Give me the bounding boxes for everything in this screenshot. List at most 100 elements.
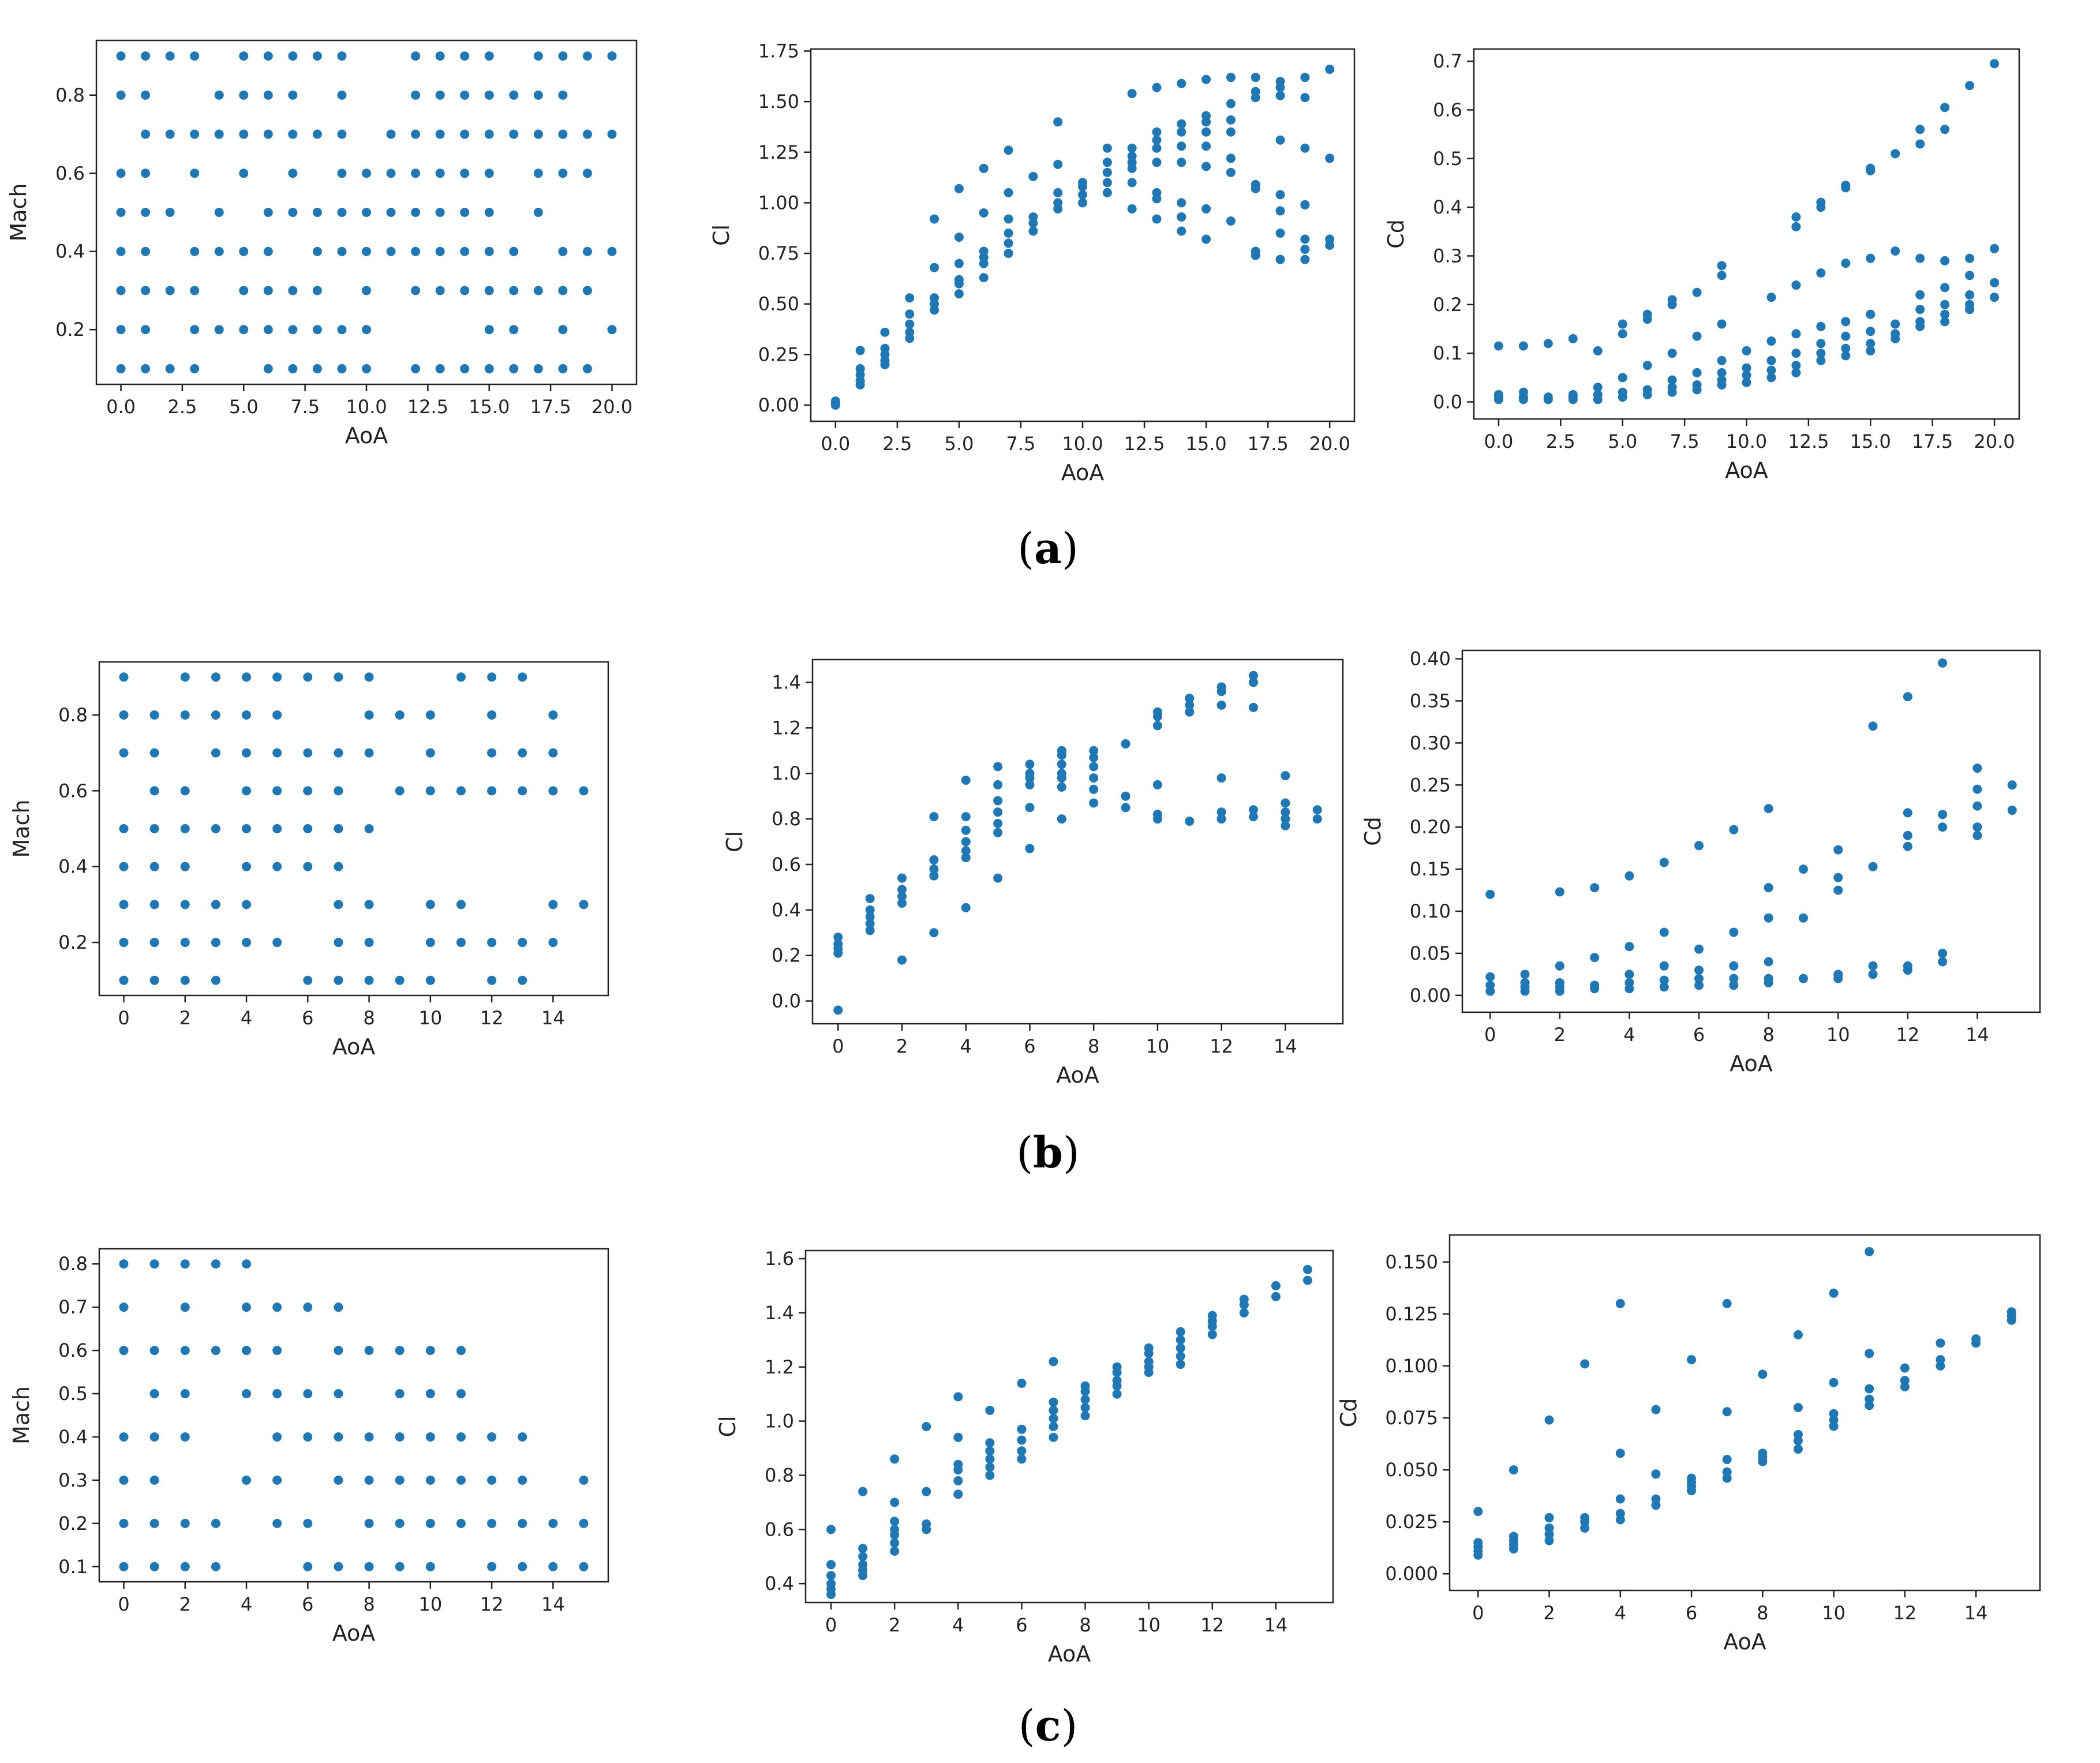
data-point [263, 286, 273, 295]
data-point [607, 51, 617, 61]
data-point [1972, 822, 1982, 832]
x-tick-label: 14 [1966, 1024, 1989, 1046]
data-point [425, 975, 435, 985]
data-point [1618, 319, 1627, 329]
data-point [1057, 782, 1066, 792]
y-tick-label: 0.7 [58, 1296, 88, 1318]
data-point [1866, 253, 1876, 263]
x-tick-label: 6 [1016, 1614, 1027, 1636]
data-point [1176, 1335, 1185, 1345]
data-point [1742, 370, 1751, 380]
data-point [1729, 961, 1739, 971]
data-point [395, 710, 405, 720]
data-point [303, 1302, 313, 1312]
data-point [435, 364, 445, 373]
data-point [582, 286, 592, 295]
data-point [1017, 1435, 1027, 1445]
data-point [119, 672, 129, 682]
data-point [272, 824, 282, 833]
plot-frame [804, 1249, 1334, 1604]
data-point [119, 1302, 129, 1312]
data-point [1177, 212, 1186, 222]
data-point [1053, 188, 1063, 197]
data-point [364, 938, 374, 948]
data-point [1248, 677, 1258, 687]
x-tick-label: 5.0 [1608, 431, 1637, 452]
data-point [922, 1487, 931, 1496]
data-point [1025, 803, 1035, 813]
data-point [1281, 821, 1290, 830]
data-point [1829, 1409, 1839, 1418]
data-point [1694, 841, 1704, 851]
data-point [548, 1562, 558, 1571]
data-point [1004, 188, 1013, 197]
data-point [1177, 158, 1186, 167]
data-point [242, 748, 252, 758]
data-point [435, 286, 445, 295]
data-point [1791, 349, 1801, 358]
y-tick-label: 0.000 [1385, 1563, 1438, 1585]
data-point [533, 208, 543, 217]
data-point [1102, 167, 1112, 177]
data-point [1275, 77, 1285, 87]
x-tick-label: 2 [1554, 1024, 1566, 1046]
data-point [1275, 91, 1285, 100]
data-point [1080, 1381, 1090, 1391]
y-tick-label: 0.00 [758, 394, 799, 416]
data-point [905, 309, 915, 319]
data-point [1793, 1444, 1803, 1454]
data-point [1555, 887, 1564, 897]
data-point [1938, 822, 1948, 832]
data-point [190, 364, 200, 373]
data-point [119, 975, 129, 985]
x-tick-label: 4 [241, 1007, 252, 1029]
data-point [865, 926, 875, 935]
data-point [1201, 74, 1211, 84]
data-point [1152, 158, 1162, 167]
data-point [1152, 780, 1162, 789]
data-point [1833, 845, 1843, 855]
data-point [1717, 319, 1727, 329]
data-point [337, 325, 347, 335]
data-point [1281, 807, 1290, 817]
data-point [272, 1432, 282, 1442]
data-point [239, 286, 249, 295]
chart-b-mach: 0 2 4 6 8 10 12 14 0.2 0.4 0.6 0.8 AoA Mach [9, 661, 609, 1060]
data-point [1127, 204, 1137, 214]
data-point [288, 208, 298, 217]
data-point [487, 1562, 497, 1571]
data-point [993, 780, 1003, 789]
data-point [165, 286, 175, 295]
data-point [1543, 339, 1553, 349]
data-point [865, 919, 875, 929]
x-axis-label: AoA [1725, 458, 1768, 483]
data-point [141, 246, 151, 256]
data-point [558, 286, 568, 295]
data-point [1593, 390, 1603, 399]
x-tick-label: 0 [118, 1007, 129, 1029]
y-tick-label: 1.2 [772, 717, 801, 739]
x-tick-label: 15.0 [1185, 433, 1226, 455]
data-point [1793, 1429, 1803, 1439]
x-tick-label: 8 [1088, 1035, 1099, 1057]
data-point [1049, 1432, 1058, 1442]
x-axis-label: AoA [332, 1620, 376, 1646]
data-point [303, 786, 313, 796]
data-point [897, 892, 907, 901]
x-tick-label: 0 [825, 1614, 837, 1636]
data-point [1580, 1359, 1590, 1369]
data-point [1936, 1355, 1945, 1365]
data-point [1493, 341, 1503, 351]
data-point [1080, 1395, 1090, 1405]
data-point [1520, 978, 1530, 987]
data-point [239, 129, 249, 139]
data-point [425, 1562, 435, 1571]
x-tick-label: 6 [302, 1593, 313, 1615]
data-point [1659, 975, 1669, 985]
data-point [826, 1579, 836, 1589]
data-point [1226, 154, 1236, 163]
data-point [1965, 290, 1975, 300]
data-point [242, 786, 252, 796]
x-tick-label: 0 [1484, 1024, 1496, 1046]
data-point [180, 975, 190, 985]
